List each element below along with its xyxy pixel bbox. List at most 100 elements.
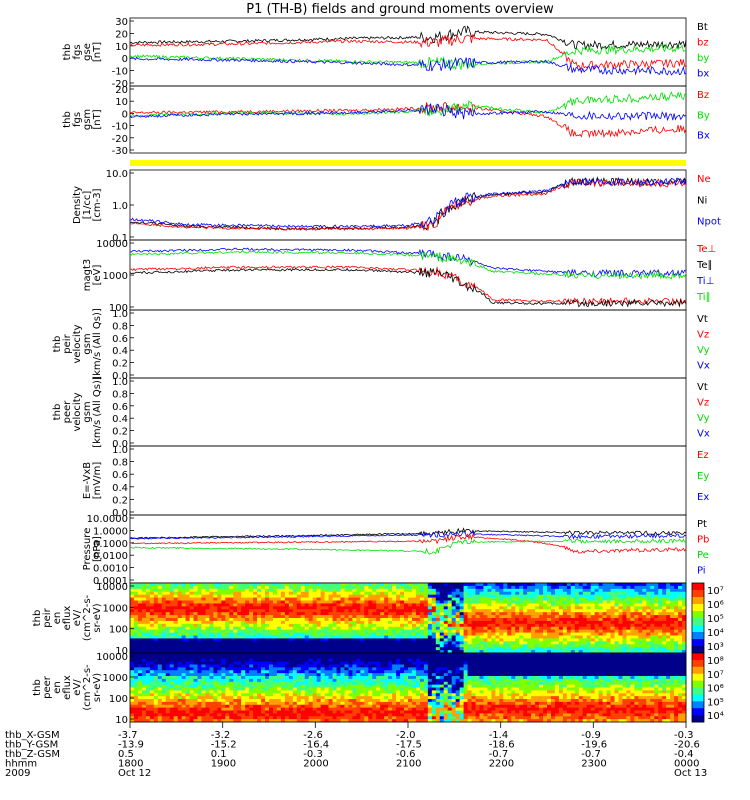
heatmap-cell <box>233 693 238 697</box>
heatmap-cell <box>316 606 322 610</box>
heatmap-cell <box>161 644 167 648</box>
heatmap-cell <box>678 609 683 613</box>
heatmap-cell <box>193 638 198 642</box>
heatmap-cell <box>344 713 349 717</box>
heatmap-cell <box>586 632 592 636</box>
heatmap-cell <box>400 623 405 628</box>
heatmap-cell <box>130 661 135 665</box>
heatmap-cell <box>217 707 222 711</box>
y-axis-label: [km/s (All Qs)] <box>92 308 103 380</box>
heatmap-cell <box>590 618 596 622</box>
heatmap-cell <box>356 699 361 703</box>
heatmap-cell <box>137 606 143 610</box>
heatmap-cell <box>638 620 643 625</box>
heatmap-cell <box>149 626 155 631</box>
heatmap-cell <box>233 600 238 604</box>
heatmap-cell <box>241 638 246 642</box>
heatmap-cell <box>133 588 139 593</box>
heatmap-cell <box>578 638 584 642</box>
heatmap-cell <box>634 632 639 636</box>
series-line-bx <box>129 56 687 76</box>
heatmap-cell <box>662 612 667 616</box>
heatmap-cell <box>487 603 492 607</box>
heatmap-cell <box>288 623 294 628</box>
heatmap-cell <box>137 623 143 628</box>
heatmap-cell <box>392 609 397 613</box>
heatmap-cell <box>507 606 512 610</box>
heatmap-cell <box>443 591 449 596</box>
heatmap-cell <box>165 716 171 720</box>
heatmap-cell <box>312 591 318 596</box>
heatmap-cell <box>257 632 262 636</box>
heatmap-cell <box>161 701 167 706</box>
heatmap-cell <box>547 650 552 654</box>
heatmap-cell <box>130 676 135 680</box>
heatmap-cell <box>141 638 147 642</box>
heatmap-cell <box>233 626 238 631</box>
heatmap-cell <box>463 588 468 593</box>
heatmap-cell <box>241 597 246 601</box>
heatmap-cell <box>280 644 286 648</box>
heatmap-cell <box>177 588 183 593</box>
heatmap-cell <box>491 591 496 596</box>
heatmap-cell <box>550 626 556 631</box>
heatmap-cell <box>197 707 202 711</box>
heatmap-cell <box>272 626 278 631</box>
heatmap-cell <box>415 591 421 596</box>
heatmap-cell <box>352 632 357 636</box>
heatmap-cell <box>201 719 206 723</box>
heatmap-cell <box>614 600 619 604</box>
heatmap-cell <box>261 597 266 601</box>
heatmap-cell <box>570 641 576 645</box>
heatmap-cell <box>249 606 254 610</box>
heatmap-cell <box>602 609 607 613</box>
heatmap-cell <box>479 615 484 619</box>
heatmap-cell <box>201 585 206 590</box>
heatmap-cell <box>161 612 167 616</box>
heatmap-cell <box>229 594 234 598</box>
heatmap-cell <box>404 618 409 622</box>
heatmap-cell <box>249 609 254 613</box>
heatmap-cell <box>233 588 238 593</box>
heatmap-cell <box>185 603 190 607</box>
heatmap-cell <box>153 609 159 613</box>
heatmap-cell <box>376 644 381 648</box>
heatmap-cell <box>678 635 683 639</box>
heatmap-cell <box>145 670 151 674</box>
heatmap-cell <box>336 597 341 601</box>
heatmap-cell <box>320 653 325 657</box>
heatmap-cell <box>141 609 147 613</box>
heatmap-cell <box>205 629 210 633</box>
heatmap-cell <box>296 615 302 619</box>
heatmap-cell <box>384 638 389 642</box>
heatmap-cell <box>352 583 357 587</box>
heatmap-cell <box>511 603 516 607</box>
heatmap-cell <box>340 609 345 613</box>
heatmap-cell <box>344 710 349 714</box>
heatmap-cell <box>523 591 528 596</box>
heatmap-cell <box>304 618 310 622</box>
heatmap-cell <box>169 615 175 619</box>
heatmap-cell <box>614 585 619 590</box>
heatmap-cell <box>185 644 190 648</box>
heatmap-cell <box>519 626 524 631</box>
heatmap-cell <box>404 620 409 625</box>
y-tick-label: 0.0 <box>112 508 128 519</box>
heatmap-cell <box>602 623 607 628</box>
heatmap-cell <box>384 626 389 631</box>
heatmap-cell <box>483 594 488 598</box>
heatmap-cell <box>328 693 333 697</box>
heatmap-cell <box>586 597 592 601</box>
heatmap-cell <box>249 676 254 680</box>
heatmap-cell <box>269 641 274 645</box>
heatmap-cell <box>674 620 679 625</box>
heatmap-cell <box>261 710 266 714</box>
heatmap-cell <box>217 704 222 709</box>
heatmap-cell <box>622 588 627 593</box>
heatmap-cell <box>400 615 405 619</box>
heatmap-cell <box>292 693 298 697</box>
heatmap-cell <box>205 594 210 598</box>
heatmap-cell <box>344 597 349 601</box>
heatmap-cell <box>280 676 286 680</box>
heatmap-cell <box>201 603 206 607</box>
